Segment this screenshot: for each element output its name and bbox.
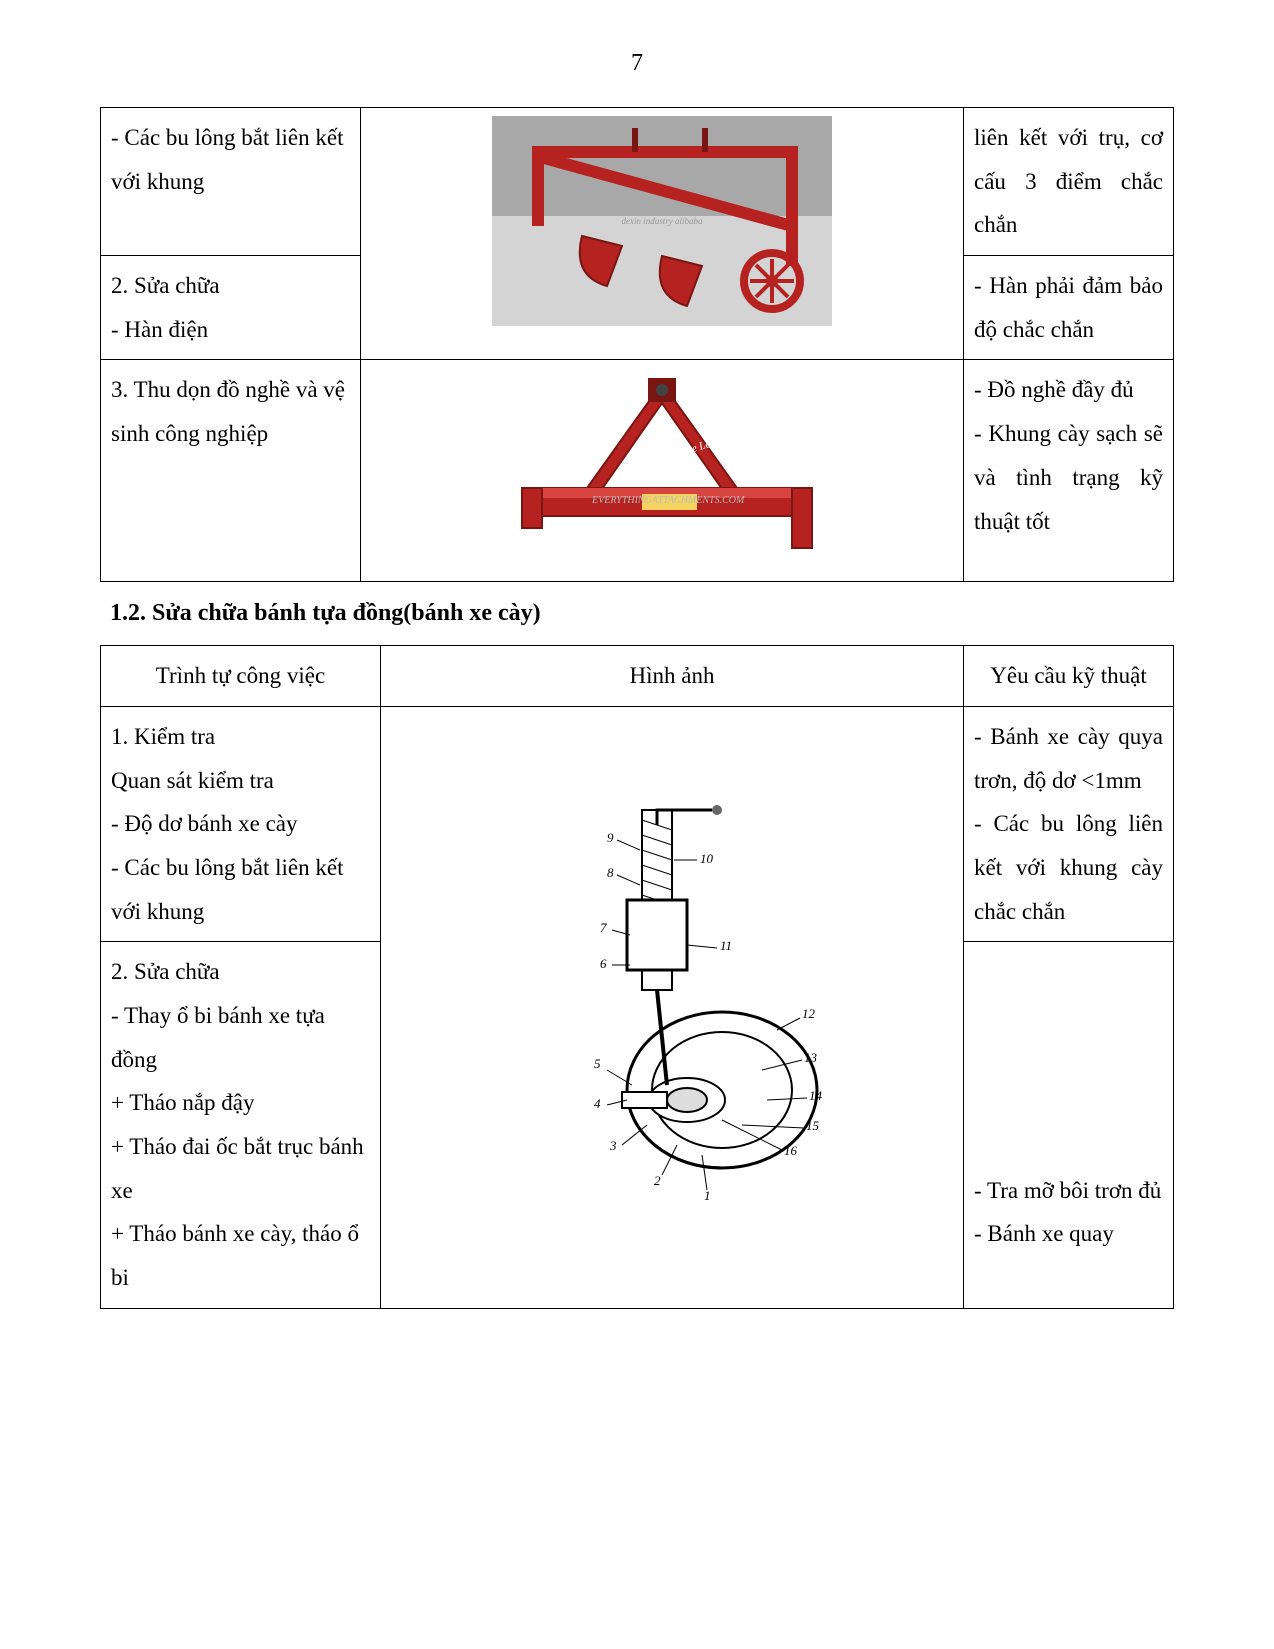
table-1: - Các bu lông bắt liên kết với khung [100,107,1174,582]
table-row: - Các bu lông bắt liên kết với khung [101,108,1174,256]
header-cell: Yêu cầu kỹ thuật [964,646,1174,707]
diagram-label: 11 [720,938,732,953]
diagram-label: 15 [806,1118,820,1133]
header-cell: Hình ảnh [381,646,964,707]
cell-left: 2. Sửa chữa - Thay ổ bi bánh xe tựa đồng… [101,942,381,1309]
table-row: 1. Kiểm tra Quan sát kiểm tra - Độ dơ bá… [101,706,1174,941]
cell-left: - Các bu lông bắt liên kết với khung [101,108,361,256]
plow-image-2: The Leinbach Line EVERYTHINGATTACHMENTS.… [492,368,832,558]
table-2: Trình tự công việc Hình ảnh Yêu cầu kỹ t… [100,645,1174,1309]
header-cell: Trình tự công việc [101,646,381,707]
cell-right: liên kết với trụ, cơ cấu 3 điểm chắc chắ… [964,108,1174,256]
diagram-label: 6 [600,956,607,971]
cell-right: - Bánh xe cày quya trơn, độ dơ <1mm - Cá… [964,706,1174,941]
diagram-label: 8 [607,865,614,880]
diagram-label: 10 [700,851,714,866]
image-cell-diagram: 9 8 7 6 10 11 12 13 14 15 16 5 4 3 [381,706,964,1308]
diagram-label: 16 [784,1143,798,1158]
cell-left: 1. Kiểm tra Quan sát kiểm tra - Độ dơ bá… [101,706,381,941]
cell-right: - Đồ nghề đầy đủ - Khung cày sạch sẽ và … [964,360,1174,582]
diagram-label: 4 [594,1096,601,1111]
watermark-text: EVERYTHINGATTACHMENTS.COM [591,495,745,506]
diagram-label: 7 [600,920,607,935]
diagram-label: 9 [607,830,614,845]
cell-left: 2. Sửa chữa - Hàn điện [101,256,361,360]
table-row: 3. Thu dọn đồ nghề và vệ sinh công nghiệ… [101,360,1174,582]
diagram-label: 14 [809,1088,823,1103]
diagram-label: 2 [654,1173,661,1188]
cell-left: 3. Thu dọn đồ nghề và vệ sinh công nghiệ… [101,360,361,582]
plow-image-1: dexin industry alibaba [492,116,832,326]
image-cell-2: The Leinbach Line EVERYTHINGATTACHMENTS.… [361,360,964,582]
diagram-label: 12 [802,1006,816,1021]
diagram-label: 1 [704,1188,711,1200]
diagram-label: 13 [804,1050,818,1065]
diagram-label: 5 [594,1056,601,1071]
image-cell-1: dexin industry alibaba [361,108,964,360]
watermark-text: dexin industry alibaba [622,216,703,226]
section-heading: 1.2. Sửa chữa bánh tựa đồng(bánh xe cày) [110,600,1174,627]
page-number: 7 [100,50,1174,77]
wheel-diagram: 9 8 7 6 10 11 12 13 14 15 16 5 4 3 [512,800,832,1200]
cell-right: - Tra mỡ bôi trơn đủ - Bánh xe quay [964,942,1174,1309]
diagram-label: 3 [609,1138,617,1153]
document-page: 7 - Các bu lông bắt liên kết với khung [0,0,1274,1649]
cell-right: - Hàn phải đảm bảo độ chắc chắn [964,256,1174,360]
table-header-row: Trình tự công việc Hình ảnh Yêu cầu kỹ t… [101,646,1174,707]
